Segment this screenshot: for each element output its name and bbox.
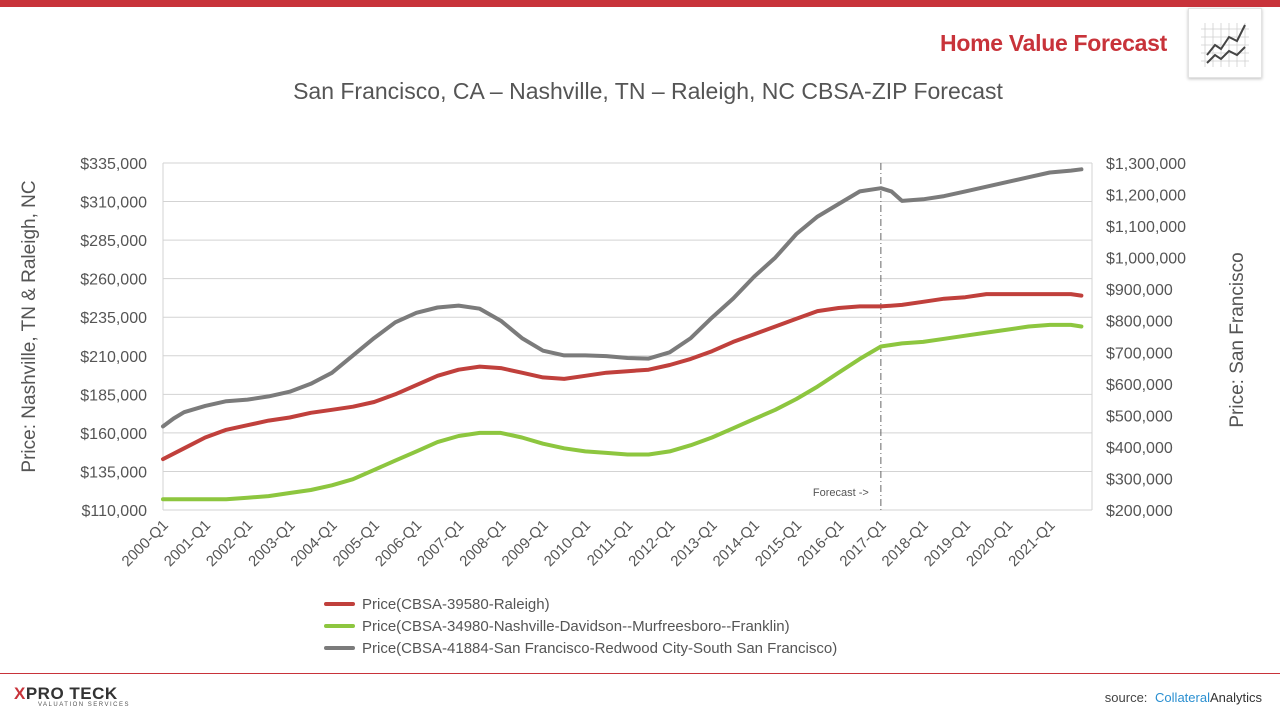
source-brand-2: Analytics bbox=[1209, 690, 1262, 705]
logo-x-mark: X bbox=[14, 684, 26, 703]
y-tick-label-left: $210,000 bbox=[80, 349, 147, 366]
y-tick-label-right: $700,000 bbox=[1106, 345, 1173, 362]
y-tick-label-right: $800,000 bbox=[1106, 314, 1173, 331]
y-axis-title-left: Price: Nashville, TN & Raleigh, NC bbox=[19, 180, 40, 472]
y-tick-label-left: $235,000 bbox=[80, 310, 147, 327]
y-tick-label-right: $1,300,000 bbox=[1106, 156, 1186, 173]
logo-wordmark: PRO TECK bbox=[25, 684, 118, 703]
x-tick-label: 2010-Q1 bbox=[541, 517, 594, 570]
legend-label: Price(CBSA-34980-Nashville-Davidson--Mur… bbox=[362, 618, 790, 635]
logo-tagline: VALUATION SERVICES bbox=[38, 702, 131, 708]
y-tick-label-right: $200,000 bbox=[1106, 503, 1173, 520]
y-tick-label-right: $600,000 bbox=[1106, 377, 1173, 394]
brand-title: Home Value Forecast bbox=[940, 30, 1167, 56]
y-tick-label-right: $300,000 bbox=[1106, 471, 1173, 488]
legend-label: Price(CBSA-41884-San Francisco-Redwood C… bbox=[362, 640, 837, 657]
line-chart-icon bbox=[1188, 8, 1262, 78]
y-tick-label-right: $500,000 bbox=[1106, 408, 1173, 425]
y-tick-label-right: $1,100,000 bbox=[1106, 219, 1186, 236]
legend-label: Price(CBSA-39580-Raleigh) bbox=[362, 596, 550, 613]
y-tick-label-left: $335,000 bbox=[80, 156, 147, 173]
source-credit: source: CollateralAnalytics bbox=[1105, 690, 1262, 705]
y-tick-label-right: $1,000,000 bbox=[1106, 251, 1186, 268]
y-tick-label-left: $310,000 bbox=[80, 195, 147, 212]
proteck-logo: XPRO TECK VALUATION SERVICES bbox=[14, 684, 130, 708]
y-tick-label-left: $135,000 bbox=[80, 464, 147, 481]
forecast-label: Forecast -> bbox=[813, 487, 869, 499]
x-tick-label: 2021-Q1 bbox=[1005, 517, 1058, 570]
y-tick-label-left: $110,000 bbox=[81, 503, 147, 520]
source-label: source: bbox=[1104, 690, 1148, 705]
y-tick-label-right: $900,000 bbox=[1106, 282, 1173, 299]
y-axis-title-right: Price: San Francisco bbox=[1227, 252, 1248, 427]
series-line-3 bbox=[161, 167, 1084, 429]
series-line-1 bbox=[161, 292, 1084, 462]
y-tick-label-left: $285,000 bbox=[80, 233, 147, 250]
y-tick-label-left: $185,000 bbox=[80, 387, 147, 404]
chart-title: San Francisco, CA – Nashville, TN – Rale… bbox=[293, 78, 1003, 104]
source-brand: Collateral bbox=[1155, 690, 1210, 705]
y-tick-label-right: $1,200,000 bbox=[1106, 188, 1186, 205]
series-line-2 bbox=[161, 322, 1084, 502]
y-tick-label-right: $400,000 bbox=[1106, 440, 1173, 457]
y-tick-label-left: $160,000 bbox=[80, 426, 147, 443]
y-tick-label-left: $260,000 bbox=[80, 272, 147, 289]
top-accent-bar bbox=[0, 0, 1280, 7]
footer-divider bbox=[0, 673, 1280, 674]
